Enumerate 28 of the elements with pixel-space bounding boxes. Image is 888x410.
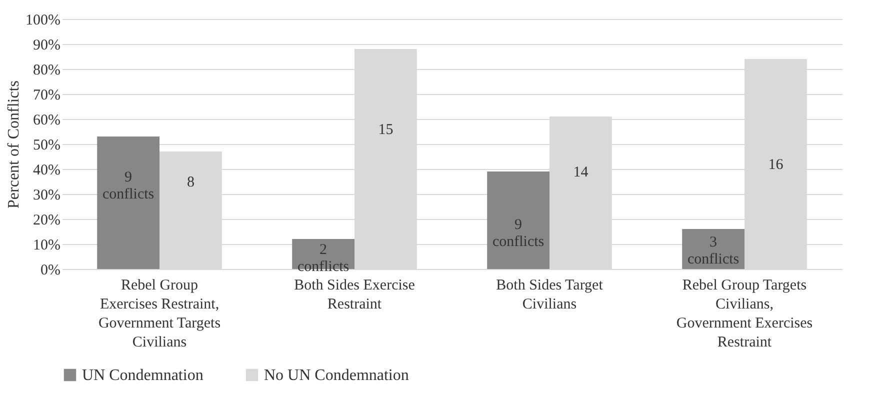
bar bbox=[97, 136, 160, 269]
annotation: 14 bbox=[573, 164, 589, 180]
annotation: 15 bbox=[378, 122, 394, 138]
y-tick-label: 100% bbox=[26, 12, 60, 28]
legend-label: No UN Condemnation bbox=[264, 367, 409, 384]
y-tick-label: 20% bbox=[33, 212, 60, 228]
y-tick-label: 60% bbox=[33, 112, 60, 128]
y-axis-title: Percent of Conflicts bbox=[6, 80, 23, 208]
y-tick-label: 0% bbox=[40, 262, 60, 278]
y-tick-label: 30% bbox=[33, 188, 60, 204]
annotation: 9 conflicts bbox=[102, 170, 154, 202]
x-tick-label: Both Sides Target Civilians bbox=[496, 278, 604, 312]
annotation: 8 bbox=[186, 174, 194, 190]
annotation: 3 conflicts bbox=[687, 234, 740, 268]
bar bbox=[487, 172, 550, 269]
x-tick-label: Rebel Group Exercises Restraint, Government Targets Civilians bbox=[98, 278, 221, 350]
y-tick-label: 40% bbox=[33, 162, 60, 178]
bar bbox=[682, 229, 744, 269]
y-tick-label: 80% bbox=[33, 62, 60, 78]
legend-label: UN Condemnation bbox=[82, 367, 204, 384]
y-tick-label: 90% bbox=[33, 38, 60, 54]
x-tick-label: Both Sides Exercise Restraint bbox=[294, 278, 416, 312]
y-tick-label: 70% bbox=[33, 88, 60, 104]
y-tick-label: 50% bbox=[33, 138, 60, 154]
x-tick-label: Rebel Group Targets Civilians, Government Exercises Restraint bbox=[676, 278, 813, 350]
annotation: 16 bbox=[768, 157, 784, 173]
y-tick-label: 10% bbox=[33, 238, 60, 254]
annotation: 9 conflicts bbox=[492, 217, 544, 250]
